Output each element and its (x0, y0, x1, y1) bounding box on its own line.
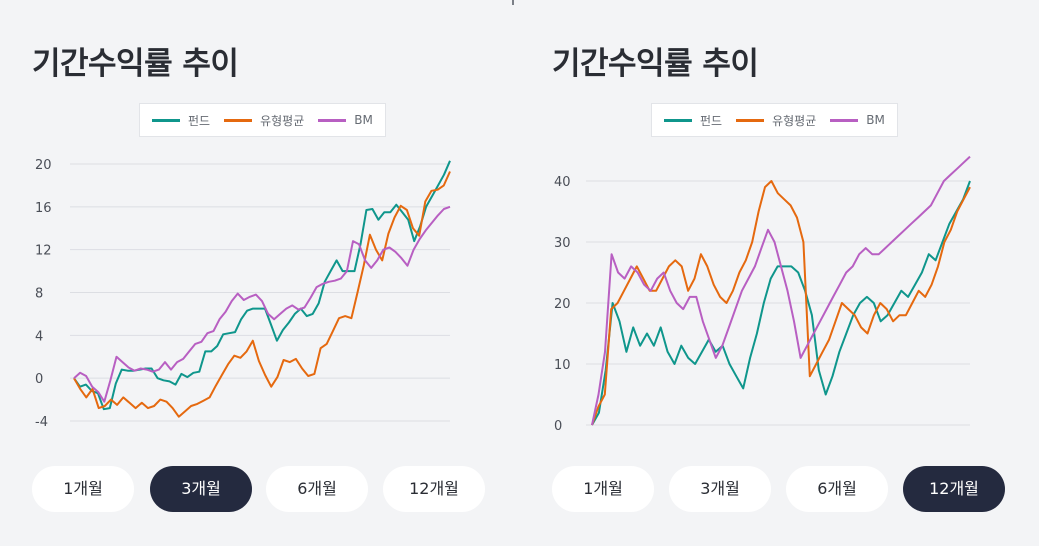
y-tick-label: 10 (554, 358, 571, 373)
legend-item-bm[interactable]: BM (830, 113, 885, 127)
line-chart-12m: 0 10 20 30 40 (554, 155, 971, 434)
period-button-12m[interactable]: 12개월 (383, 466, 485, 512)
y-tick-label: 16 (35, 201, 52, 216)
legend-swatch-bm (318, 118, 347, 122)
y-tick-label: 0 (554, 419, 562, 434)
legend-label-fund: 펀드 (700, 113, 723, 128)
legend-label-bm: BM (866, 113, 885, 127)
legend-swatch-bm (830, 118, 859, 122)
period-button-6m[interactable]: 6개월 (266, 466, 368, 512)
chart-legend: 펀드 유형평균 BM (651, 103, 898, 137)
panel-title: 기간수익률 추이 (552, 46, 759, 82)
y-tick-label: -4 (35, 415, 48, 430)
y-tick-label: 8 (35, 287, 43, 302)
period-button-6m[interactable]: 6개월 (786, 466, 888, 512)
period-button-3m[interactable]: 3개월 (669, 466, 771, 512)
legend-item-fund[interactable]: 펀드 (152, 112, 210, 129)
panel-title: 기간수익률 추이 (32, 46, 239, 82)
series-line-category-average (73, 171, 451, 418)
top-mark (512, 0, 514, 5)
period-button-1m[interactable]: 1개월 (552, 466, 654, 512)
legend-item-fund[interactable]: 펀드 (664, 112, 722, 129)
period-button-12m[interactable]: 12개월 (903, 466, 1005, 512)
y-tick-label: 30 (554, 236, 571, 251)
y-tick-label: 20 (554, 297, 571, 312)
series-line-bm (591, 155, 971, 426)
chart-panel-12m: 기간수익률 추이 펀드 유형평균 BM 0 10 20 30 40 1개월 3개월 6개… (552, 0, 1032, 546)
legend-label-bm: BM (354, 113, 373, 127)
legend-swatch-category-average (736, 118, 765, 122)
period-button-3m[interactable]: 3개월 (150, 466, 252, 512)
y-tick-label: 0 (35, 372, 43, 387)
legend-swatch-category-average (224, 118, 253, 122)
legend-item-category-average[interactable]: 유형평균 (736, 112, 816, 129)
chart-legend: 펀드 유형평균 BM (139, 103, 386, 137)
legend-item-bm[interactable]: BM (318, 113, 373, 127)
chart-panel-3m: 기간수익률 추이 펀드 유형평균 BM -4 0 4 8 12 16 20 1개월 3개월 … (32, 0, 512, 546)
legend-label-category-average: 유형평균 (260, 113, 305, 128)
legend-item-category-average[interactable]: 유형평균 (224, 112, 304, 129)
legend-label-category-average: 유형평균 (772, 113, 817, 128)
y-tick-label: 12 (35, 244, 52, 259)
series-line-category-average (591, 180, 971, 426)
period-button-1m[interactable]: 1개월 (32, 466, 134, 512)
legend-swatch-fund (664, 118, 692, 122)
y-tick-label: 20 (35, 158, 52, 173)
series-line-bm (73, 205, 451, 403)
series-line-fund (73, 160, 451, 411)
legend-label-fund: 펀드 (188, 113, 211, 128)
legend-swatch-fund (152, 118, 180, 122)
y-tick-label: 40 (554, 175, 571, 190)
y-tick-label: 4 (35, 329, 43, 344)
line-chart-3m: -4 0 4 8 12 16 20 (35, 158, 451, 430)
